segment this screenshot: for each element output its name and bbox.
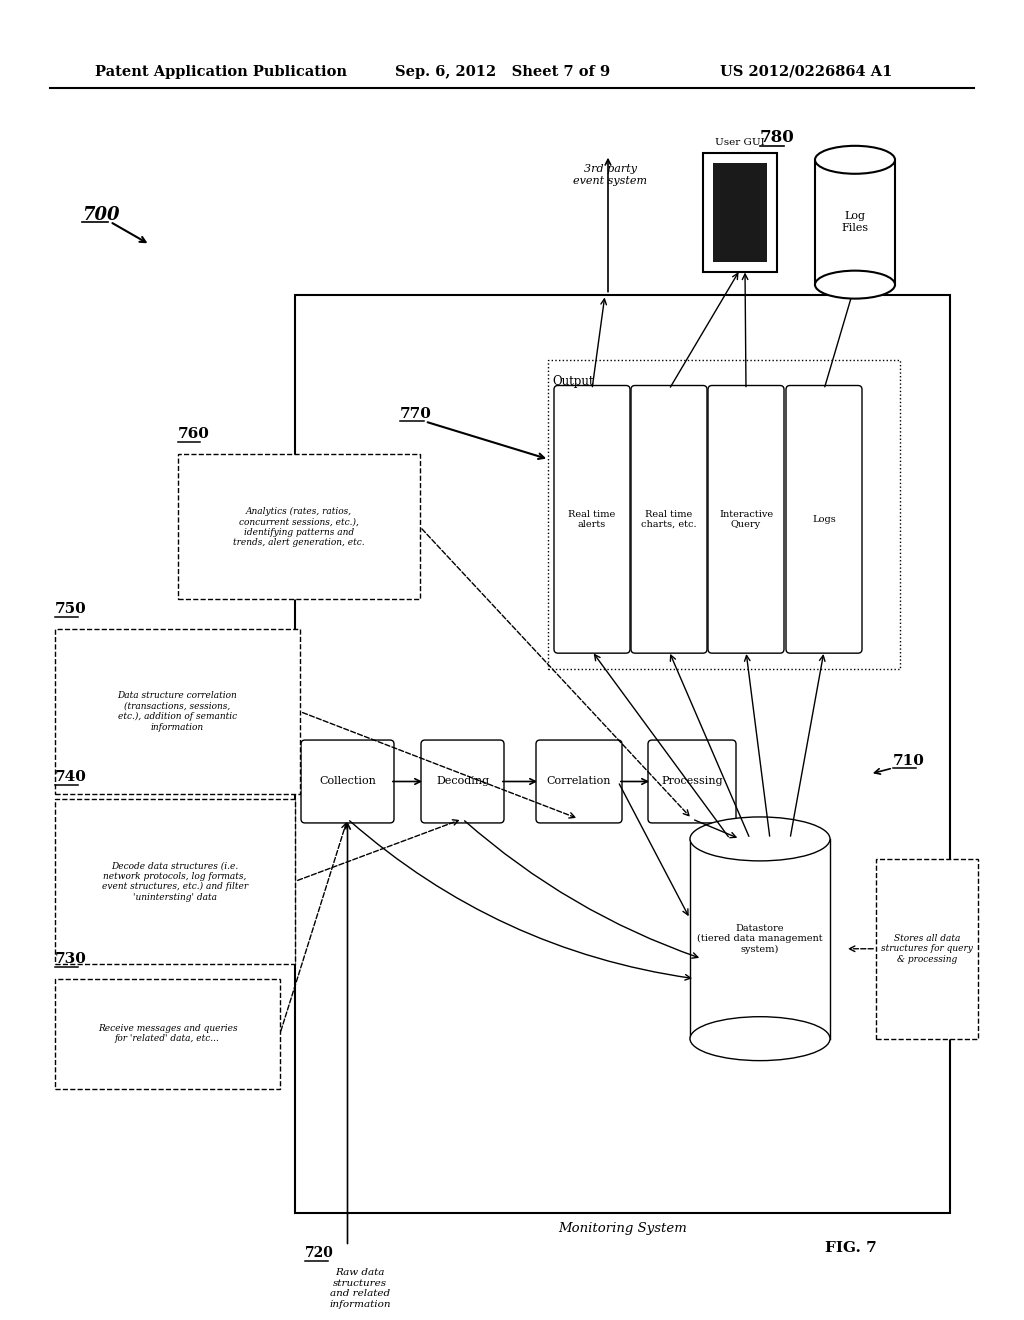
- FancyBboxPatch shape: [536, 741, 622, 822]
- Ellipse shape: [815, 145, 895, 174]
- Text: Correlation: Correlation: [547, 776, 611, 787]
- Text: 720: 720: [305, 1246, 334, 1261]
- FancyBboxPatch shape: [786, 385, 862, 653]
- Text: Interactive
Query: Interactive Query: [719, 510, 773, 529]
- Text: 750: 750: [55, 602, 87, 616]
- Text: 700: 700: [82, 206, 120, 223]
- FancyBboxPatch shape: [703, 153, 777, 272]
- Text: Receive messages and queries
for 'related' data, etc...: Receive messages and queries for 'relate…: [97, 1024, 238, 1043]
- Text: Sep. 6, 2012   Sheet 7 of 9: Sep. 6, 2012 Sheet 7 of 9: [395, 65, 610, 79]
- Text: 710: 710: [893, 754, 925, 768]
- Bar: [295, 294, 950, 1213]
- FancyBboxPatch shape: [554, 385, 630, 653]
- Text: Datastore
(tiered data management
system): Datastore (tiered data management system…: [697, 924, 823, 954]
- Text: 770: 770: [400, 408, 432, 421]
- FancyBboxPatch shape: [631, 385, 707, 653]
- Bar: [55, 630, 300, 793]
- Text: 730: 730: [55, 952, 87, 966]
- Text: 3rd party
event system: 3rd party event system: [573, 164, 647, 186]
- Text: Log
Files: Log Files: [842, 211, 868, 234]
- Text: Decoding: Decoding: [436, 776, 489, 787]
- Bar: [876, 859, 978, 1039]
- Text: Output: Output: [552, 375, 594, 388]
- Bar: [815, 160, 895, 285]
- Ellipse shape: [815, 271, 895, 298]
- Bar: [178, 454, 420, 599]
- Text: Real time
charts, etc.: Real time charts, etc.: [641, 510, 696, 529]
- Text: Decode data structures (i.e.
network protocols, log formats,
event structures, e: Decode data structures (i.e. network pro…: [102, 861, 248, 902]
- FancyBboxPatch shape: [421, 741, 504, 822]
- Text: Data structure correlation
(transactions, sessions,
etc.), addition of semantic
: Data structure correlation (transactions…: [118, 692, 238, 731]
- Text: Collection: Collection: [319, 776, 376, 787]
- Bar: [713, 162, 767, 261]
- Text: Patent Application Publication: Patent Application Publication: [95, 65, 347, 79]
- Ellipse shape: [690, 1016, 830, 1061]
- Text: Monitoring System: Monitoring System: [558, 1222, 687, 1236]
- FancyBboxPatch shape: [708, 385, 784, 653]
- Bar: [55, 978, 280, 1089]
- FancyBboxPatch shape: [301, 741, 394, 822]
- Bar: [548, 359, 900, 669]
- Text: 780: 780: [760, 129, 795, 147]
- Bar: [690, 840, 830, 1039]
- Text: Stores all data
structures for query
& processing: Stores all data structures for query & p…: [881, 933, 973, 964]
- Text: 740: 740: [55, 770, 87, 784]
- Text: FIG. 7: FIG. 7: [825, 1241, 877, 1255]
- Text: User GUI: User GUI: [715, 139, 765, 148]
- Text: US 2012/0226864 A1: US 2012/0226864 A1: [720, 65, 892, 79]
- Bar: [55, 799, 295, 964]
- Text: Real time
alerts: Real time alerts: [568, 510, 615, 529]
- Text: Logs: Logs: [812, 515, 836, 524]
- Text: Raw data
structures
and related
information: Raw data structures and related informat…: [330, 1269, 391, 1308]
- Text: Processing: Processing: [662, 776, 723, 787]
- Ellipse shape: [690, 817, 830, 861]
- Text: Analytics (rates, ratios,
concurrent sessions, etc.),
identifying patterns and
t: Analytics (rates, ratios, concurrent ses…: [233, 507, 365, 546]
- Text: 760: 760: [178, 428, 210, 441]
- FancyBboxPatch shape: [648, 741, 736, 822]
